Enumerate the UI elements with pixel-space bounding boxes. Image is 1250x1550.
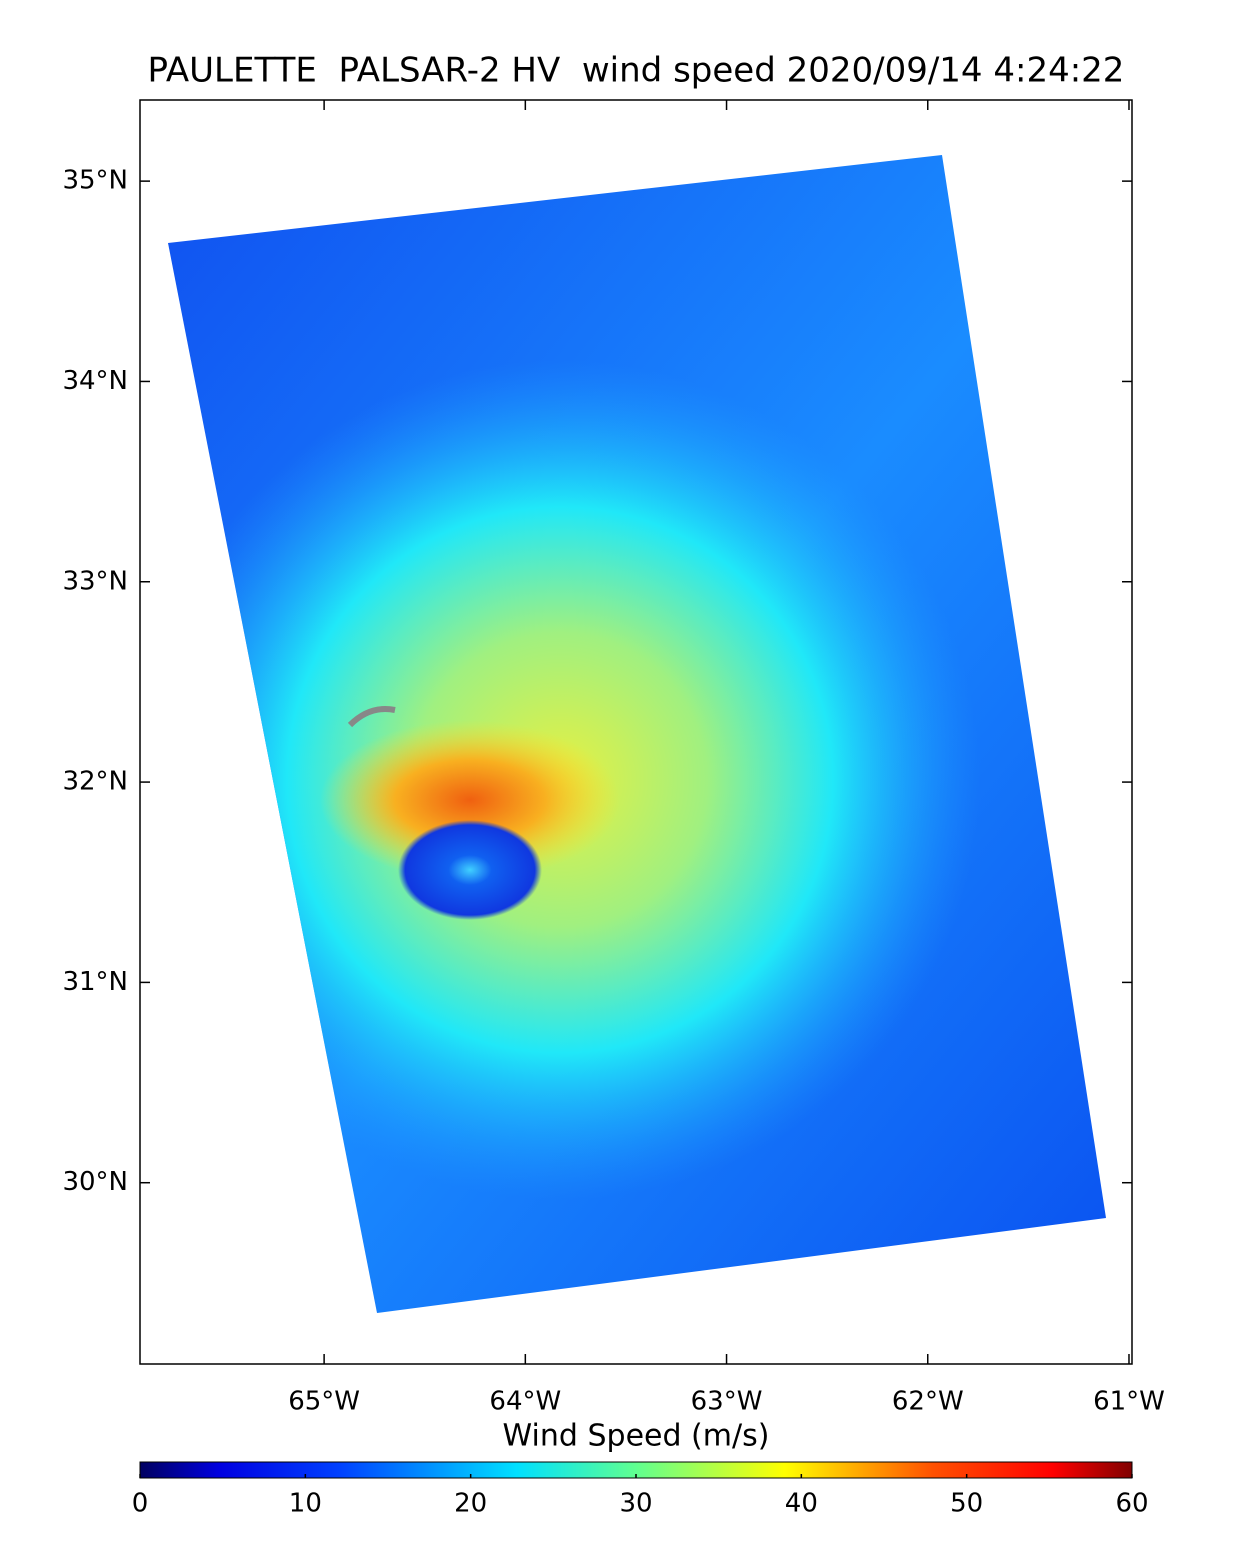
colorbar-tick-label: 50 [950,1489,983,1519]
x-tick-label: 63°W [691,1387,763,1417]
x-tick-label: 65°W [288,1387,360,1417]
colorbar-label: Wind Speed (m/s) [503,1419,770,1454]
colorbar-tick-label: 10 [289,1489,322,1519]
colorbar-tick-label: 20 [454,1489,487,1519]
y-tick-label: 35°N [62,166,128,196]
colorbar-tick-label: 40 [785,1489,818,1519]
x-tick-label: 64°W [489,1387,561,1417]
y-tick-label: 33°N [62,566,128,596]
x-tick-label: 62°W [892,1387,964,1417]
colorbar-tick-label: 60 [1115,1489,1148,1519]
colorbar-tick-label: 30 [619,1489,652,1519]
map-title: PAULETTE PALSAR-2 HV wind speed 2020/09/… [148,51,1125,91]
y-tick-label: 32°N [62,767,128,797]
x-tick-label: 61°W [1093,1387,1165,1417]
colorbar-tick-label: 0 [132,1489,149,1519]
y-tick-label: 30°N [62,1167,128,1197]
y-tick-label: 34°N [62,366,128,396]
y-tick-label: 31°N [62,967,128,997]
